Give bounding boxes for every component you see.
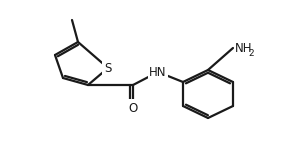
Text: HN: HN — [149, 66, 167, 78]
Text: NH: NH — [235, 42, 253, 55]
Text: O: O — [128, 102, 138, 115]
Text: S: S — [104, 62, 112, 75]
Text: 2: 2 — [248, 49, 254, 58]
